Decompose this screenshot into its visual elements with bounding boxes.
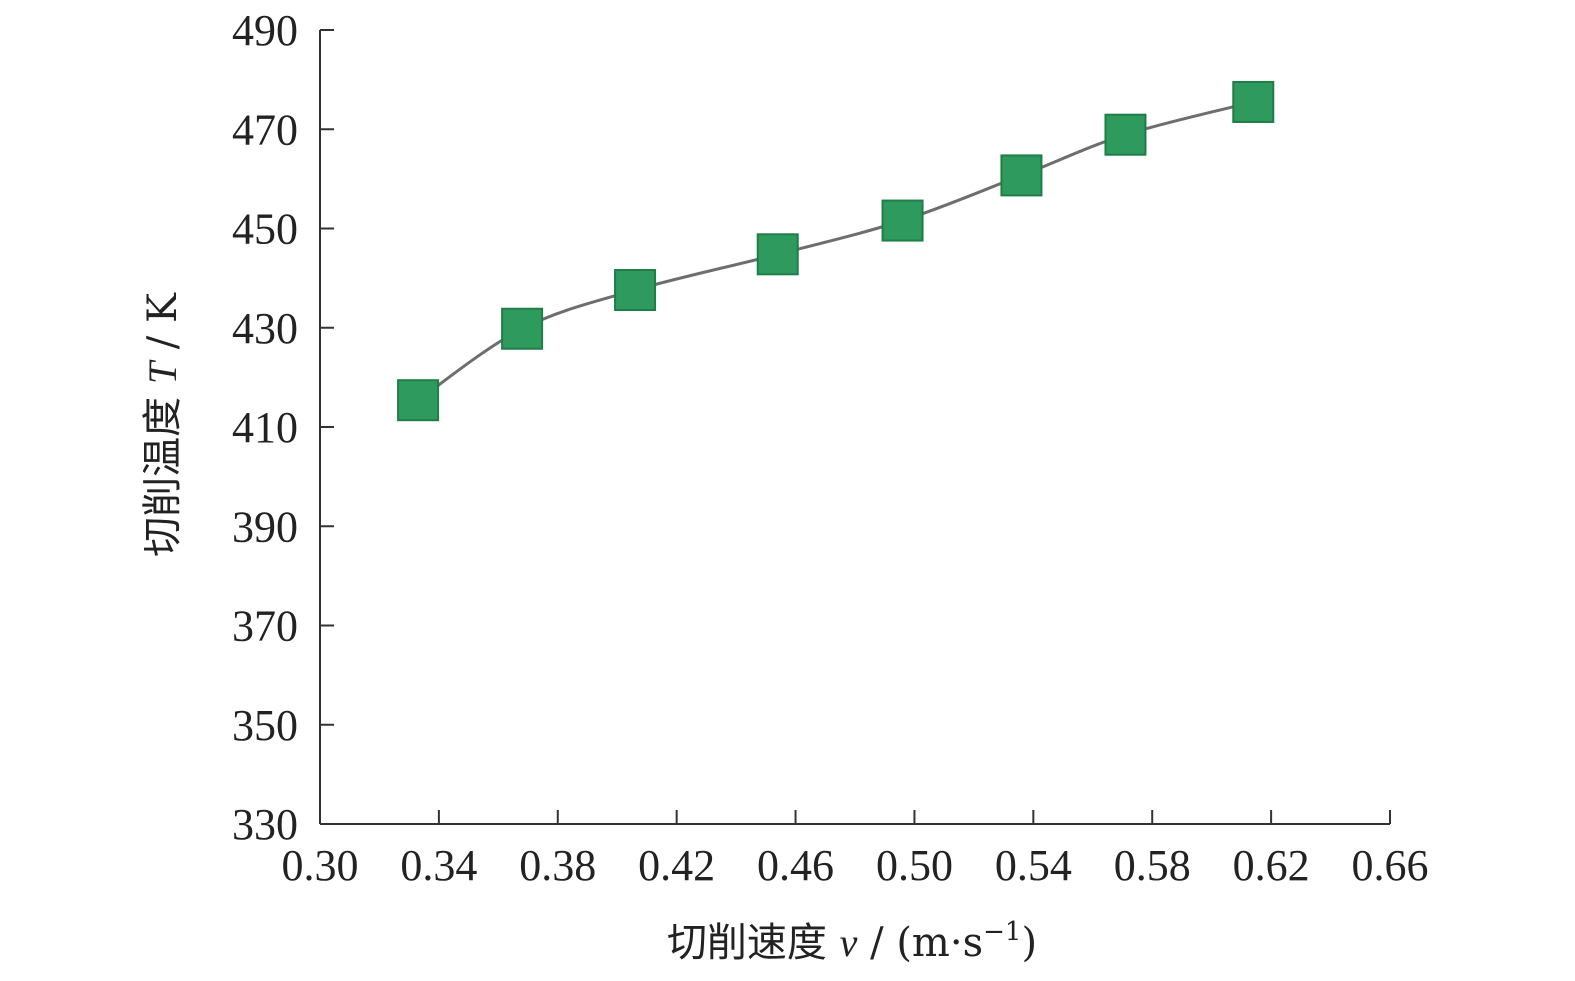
y-tick-label: 350 bbox=[232, 701, 298, 750]
x-axis-title: 切削速度 v / (m·s−1) bbox=[667, 917, 1037, 966]
y-tick-label: 370 bbox=[232, 602, 298, 651]
x-tick-label: 0.46 bbox=[757, 841, 834, 890]
y-tick-label: 330 bbox=[232, 800, 298, 849]
y-ticks: 330 350 370 390 410 430 450 470 490 bbox=[232, 6, 334, 849]
y-tick-label: 450 bbox=[232, 205, 298, 254]
y-tick-label: 490 bbox=[232, 6, 298, 55]
y-tick-label: 430 bbox=[232, 304, 298, 353]
x-tick-label: 0.62 bbox=[1233, 841, 1310, 890]
x-tick-label: 0.66 bbox=[1352, 841, 1429, 890]
y-tick-label: 410 bbox=[232, 403, 298, 452]
x-tick-label: 0.34 bbox=[400, 841, 477, 890]
x-tick-label: 0.50 bbox=[876, 841, 953, 890]
x-tick-label: 0.58 bbox=[1114, 841, 1191, 890]
x-tick-label: 0.30 bbox=[282, 841, 359, 890]
data-point-marker bbox=[881, 199, 924, 242]
x-ticks: 0.30 0.34 0.38 0.42 0.46 0.50 0.54 0.58 0.62 0.66 bbox=[282, 810, 1429, 890]
x-tick-label: 0.42 bbox=[638, 841, 715, 890]
series bbox=[397, 80, 1275, 422]
data-point-marker bbox=[614, 269, 657, 312]
y-tick-label: 470 bbox=[232, 105, 298, 154]
axes bbox=[319, 30, 1390, 825]
data-point-marker bbox=[1232, 80, 1275, 123]
y-axis-title: 切削温度 T / K bbox=[140, 292, 186, 557]
x-tick-label: 0.38 bbox=[519, 841, 596, 890]
x-tick-label: 0.54 bbox=[995, 841, 1072, 890]
data-point-marker bbox=[1000, 154, 1043, 197]
data-point-marker bbox=[756, 233, 799, 276]
data-point-marker bbox=[1104, 113, 1147, 156]
data-point-marker bbox=[397, 379, 440, 422]
data-point-marker bbox=[501, 307, 544, 350]
y-tick-label: 390 bbox=[232, 502, 298, 551]
